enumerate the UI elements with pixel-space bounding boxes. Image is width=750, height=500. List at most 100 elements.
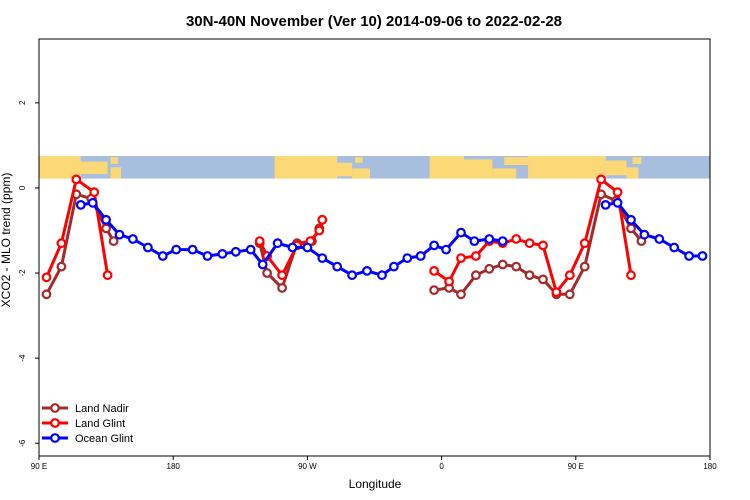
- legend-label: Land Nadir: [75, 403, 129, 415]
- data-point: [626, 270, 636, 281]
- data-point: [56, 238, 67, 249]
- data-point: [511, 234, 522, 244]
- data-point: [41, 272, 52, 283]
- x-tick-label: 90 W: [298, 462, 317, 471]
- data-point: [497, 236, 508, 247]
- data-point: [471, 270, 481, 281]
- data-point: [612, 187, 623, 198]
- data-point: [272, 238, 283, 249]
- legend-swatch-marker: [50, 433, 60, 443]
- plot-frame: [38, 38, 711, 457]
- x-tick-label: 90 E: [568, 462, 584, 471]
- data-point: [114, 229, 125, 240]
- data-point: [497, 259, 508, 270]
- series-line: [433, 192, 643, 296]
- data-point: [56, 261, 67, 272]
- x-axis: 90 E 180 90 W 0 90 E 180: [31, 456, 717, 471]
- x-tick-label: 90 E: [31, 462, 47, 471]
- data-point: [456, 253, 466, 264]
- data-point: [415, 251, 426, 261]
- data-point: [202, 251, 213, 261]
- map-land: [110, 157, 119, 164]
- legend-swatch-marker: [50, 403, 60, 413]
- data-point: [377, 270, 387, 281]
- data-point: [456, 289, 466, 300]
- data-point: [429, 285, 440, 296]
- x-tick-label: 0: [439, 462, 444, 471]
- legend-label: Land Glint: [75, 418, 125, 430]
- map-land: [632, 157, 642, 164]
- data-point: [257, 259, 268, 270]
- data-point: [697, 251, 708, 261]
- data-point: [469, 236, 480, 247]
- y-axis: 2 0 -2 -4 -6: [18, 100, 39, 447]
- data-point: [402, 253, 413, 264]
- data-point: [524, 270, 535, 281]
- data-point: [484, 234, 495, 244]
- map-land: [110, 167, 122, 179]
- legend-swatch-marker: [50, 418, 60, 428]
- legend-label: Ocean Glint: [75, 433, 133, 445]
- data-point: [332, 261, 343, 272]
- data-point: [626, 214, 636, 225]
- y-axis-title: XCO2 - MLO trend (ppm): [0, 173, 13, 308]
- world-map-strip: [39, 156, 710, 179]
- data-point: [456, 227, 466, 238]
- map-land: [352, 168, 371, 179]
- legend-item: Land Glint: [42, 418, 125, 430]
- series-layer: [41, 174, 708, 300]
- data-point: [347, 270, 358, 281]
- data-point: [142, 242, 153, 253]
- data-point: [230, 246, 241, 257]
- data-point: [669, 242, 680, 253]
- data-point: [171, 244, 182, 255]
- data-point: [217, 248, 228, 259]
- data-point: [302, 242, 313, 253]
- series-line: [80, 201, 503, 277]
- data-point: [564, 270, 575, 281]
- map-land: [274, 156, 338, 179]
- data-point: [389, 261, 399, 272]
- data-point: [579, 238, 590, 249]
- map-land: [626, 167, 639, 179]
- data-point: [596, 174, 606, 185]
- data-point: [75, 199, 86, 210]
- data-point: [362, 266, 372, 276]
- legend-item: Ocean Glint: [42, 433, 133, 445]
- data-point: [102, 270, 113, 281]
- data-point: [101, 214, 111, 225]
- data-point: [187, 244, 198, 255]
- data-point: [524, 238, 535, 249]
- data-point: [245, 244, 256, 255]
- data-point: [538, 240, 548, 251]
- data-point: [600, 199, 611, 210]
- map-land: [492, 168, 517, 179]
- series-ocean-glint: [75, 197, 708, 281]
- data-point: [277, 283, 288, 293]
- x-axis-title: Longitude: [349, 477, 402, 491]
- data-point: [317, 214, 328, 225]
- chart-title: 30N-40N November (Ver 10) 2014-09-06 to …: [186, 13, 562, 30]
- legend-item: Land Nadir: [42, 403, 129, 415]
- data-point: [41, 289, 52, 300]
- data-point: [262, 268, 273, 278]
- data-point: [101, 223, 111, 234]
- data-point: [564, 289, 575, 300]
- data-point: [277, 270, 288, 281]
- map-land: [463, 159, 493, 179]
- y-tick-label: 0: [18, 185, 27, 190]
- data-point: [551, 287, 562, 298]
- data-point: [538, 274, 548, 285]
- y-tick-label: -4: [18, 354, 27, 362]
- legend: Land Nadir Land Glint Ocean Glint: [42, 403, 133, 445]
- map-land: [355, 157, 363, 163]
- data-point: [441, 244, 452, 255]
- data-point: [314, 225, 325, 236]
- data-point: [654, 234, 665, 244]
- data-point: [127, 234, 138, 244]
- data-point: [684, 251, 694, 261]
- data-point: [254, 236, 265, 247]
- y-tick-label: -6: [18, 439, 27, 447]
- data-point: [626, 223, 636, 234]
